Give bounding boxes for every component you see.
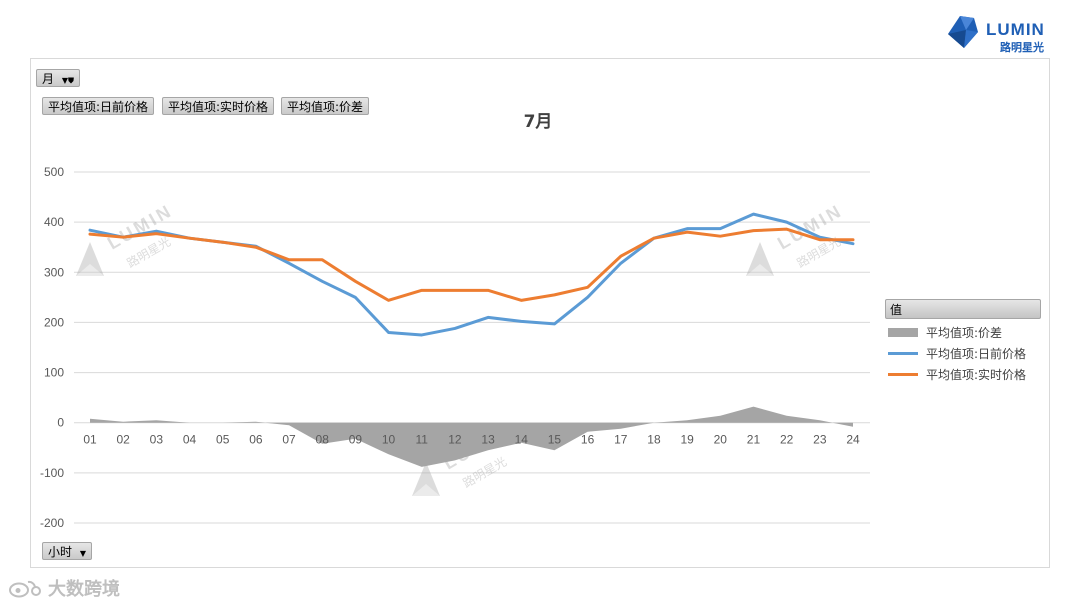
legend-title[interactable]: 值 (885, 299, 1041, 319)
x-tick-label: 02 (116, 433, 130, 447)
x-tick-label: 07 (282, 433, 296, 447)
y-tick-label: 300 (44, 265, 64, 279)
watermark-icon (76, 242, 104, 276)
logo-name: LUMIN (986, 20, 1045, 39)
watermark-icon (746, 242, 774, 276)
legend-swatch-realtime (888, 372, 918, 376)
hour-filter-label: 小时 (48, 545, 73, 559)
x-tick-label: 01 (83, 433, 97, 447)
x-tick-label: 13 (481, 433, 495, 447)
value-field-button-spread[interactable]: 平均值项:价差 (281, 97, 370, 115)
value-field-button-realtime[interactable]: 平均值项:实时价格 (162, 97, 275, 115)
x-tick-label: 20 (714, 433, 728, 447)
hour-filter-button[interactable]: 小时 ▼ (42, 542, 92, 560)
legend-swatch-dayahead (888, 351, 918, 355)
month-filter-label: 月 (42, 72, 55, 86)
y-tick-label: 100 (44, 366, 64, 380)
logo-sub: 路明星光 (1000, 41, 1044, 54)
legend-label-realtime: 平均值项:实时价格 (926, 367, 1027, 382)
x-tick-label: 17 (614, 433, 628, 447)
y-tick-label: 0 (57, 416, 64, 430)
x-tick-label: 14 (515, 433, 529, 447)
x-tick-label: 09 (349, 433, 363, 447)
month-filter-button[interactable]: 月 ▼⛊ (36, 69, 80, 87)
legend-swatch-spread (888, 327, 918, 337)
series-area-spread (90, 406, 853, 467)
footer-text: 大数跨境 (48, 579, 120, 600)
legend-item-dayahead: 平均值项:日前价格 (888, 344, 1026, 362)
lumin-crystal-icon (948, 16, 978, 48)
legend-item-spread: 平均值项:价差 (888, 323, 1002, 341)
lumin-logo: LUMIN 路明星光 (944, 12, 1054, 54)
x-tick-label: 15 (548, 433, 562, 447)
watermark-icon-facet (746, 264, 774, 276)
chart-frame (30, 58, 1050, 568)
x-tick-label: 05 (216, 433, 230, 447)
value-field-button-dayahead[interactable]: 平均值项:日前价格 (42, 97, 155, 115)
legend-label-spread: 平均值项:价差 (926, 325, 1003, 340)
x-tick-label: 10 (382, 433, 396, 447)
y-tick-label: 500 (44, 165, 64, 179)
y-tick-label: -100 (40, 466, 64, 480)
x-tick-label: 24 (846, 433, 860, 447)
legend-label-dayahead: 平均值项:日前价格 (926, 346, 1027, 361)
x-tick-label: 22 (780, 433, 794, 447)
footer-brand: 大数跨境 (8, 575, 120, 601)
y-tick-label: 200 (44, 315, 64, 329)
series-line-2 (88, 227, 855, 302)
x-tick-label: 11 (416, 433, 429, 447)
y-tick-label: -200 (40, 516, 64, 530)
watermark-icon-facet (76, 264, 104, 276)
watermark-icon-facet (412, 484, 440, 496)
filter-icon: ▼⛊ (61, 76, 74, 85)
weibo-icon (9, 580, 41, 598)
x-tick-label: 16 (581, 433, 595, 447)
x-tick-label: 19 (680, 433, 694, 447)
dropdown-arrow-icon: ▼ (79, 549, 86, 558)
x-tick-label: 12 (448, 433, 462, 447)
x-tick-label: 21 (747, 433, 761, 447)
legend-item-realtime: 平均值项:实时价格 (888, 365, 1026, 383)
y-tick-label: 400 (44, 215, 64, 229)
x-tick-label: 18 (647, 433, 661, 447)
x-tick-label: 08 (316, 433, 330, 447)
x-tick-label: 03 (150, 433, 164, 447)
chart-title: 7月 (524, 112, 553, 132)
x-tick-label: 06 (249, 433, 263, 447)
x-tick-label: 23 (813, 433, 827, 447)
x-tick-label: 04 (183, 433, 197, 447)
watermark-icon (412, 462, 440, 496)
